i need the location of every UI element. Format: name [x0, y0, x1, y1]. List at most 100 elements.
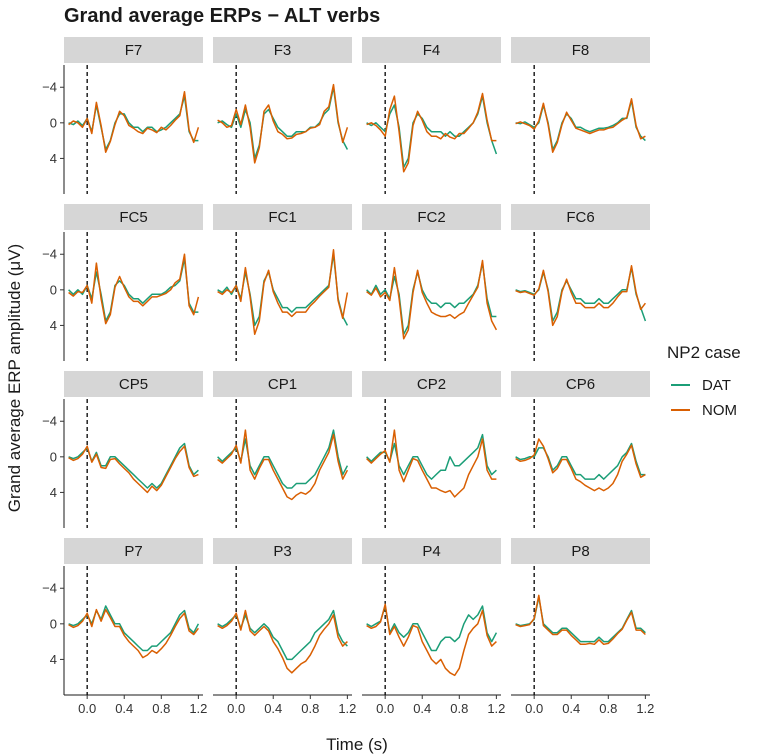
x-tick-label: 1.2: [338, 701, 356, 716]
series-line-nom: [68, 608, 199, 659]
x-tick-label: 0.0: [227, 701, 245, 716]
facet-strip: [213, 204, 352, 230]
y-tick-label: −4: [42, 247, 57, 262]
x-tick-label: 0.8: [450, 701, 468, 716]
panel-cp2: CP2: [362, 371, 501, 528]
y-tick-label: 0: [50, 282, 57, 297]
panel-p8: P8 0.0 0.4 0.8 1.2: [511, 538, 654, 716]
facet-strip: [511, 37, 650, 63]
facet-strip: [213, 37, 352, 63]
panel-fc2: FC2: [362, 204, 501, 361]
y-tick-label: 0: [50, 616, 57, 631]
facet-strip: [64, 371, 203, 397]
x-tick-label: 0.8: [599, 701, 617, 716]
facet-label: CP2: [417, 376, 446, 393]
facet-label: F4: [423, 42, 441, 59]
y-tick-label: 4: [50, 485, 57, 500]
series-line-nom: [217, 249, 349, 336]
y-tick-label: 4: [50, 318, 57, 333]
facet-strip: [362, 37, 501, 63]
legend-label-nom: NOM: [702, 402, 737, 419]
panel-fc1: FC1: [213, 204, 352, 361]
panel-fc5: FC5 −4 0 4: [42, 204, 203, 361]
facet-grid: F7 −4 0 4 F3 F4 F8 FC5 −4 0 4 FC1 FC2 FC6 CP5 −4 0 4 CP1 CP…: [42, 37, 654, 716]
chart-title: Grand average ERPs − ALT verbs: [64, 5, 380, 27]
series-line-nom: [366, 603, 497, 677]
facet-strip: [362, 371, 501, 397]
facet-strip: [362, 538, 501, 564]
facet-strip: [64, 37, 203, 63]
x-tick-label: 0.8: [301, 701, 319, 716]
facet-label: F8: [572, 42, 590, 59]
y-tick-label: −4: [42, 80, 57, 95]
y-tick-label: −4: [42, 414, 57, 429]
x-tick-label: 1.2: [189, 701, 207, 716]
panel-f4: F4: [362, 37, 501, 194]
x-tick-label: 1.2: [636, 701, 654, 716]
facet-label: FC2: [417, 209, 445, 226]
x-tick-label: 0.0: [376, 701, 394, 716]
facet-label: CP5: [119, 376, 148, 393]
series-line-nom: [515, 438, 646, 492]
panel-fc6: FC6: [511, 204, 650, 361]
panel-p3: P3 0.0 0.4 0.8 1.2: [213, 538, 356, 716]
series-line-nom: [515, 594, 646, 646]
legend-title: NP2 case: [667, 343, 741, 362]
facet-label: FC5: [119, 209, 147, 226]
x-tick-label: 0.4: [115, 701, 133, 716]
facet-label: P3: [273, 543, 291, 560]
x-axis-title: Time (s): [326, 735, 388, 754]
series-line-dat: [515, 596, 646, 643]
series-line-nom: [68, 445, 199, 494]
series-line-nom: [68, 253, 200, 325]
y-tick-label: 0: [50, 115, 57, 130]
x-tick-label: 0.4: [264, 701, 282, 716]
facet-label: CP6: [566, 376, 595, 393]
facet-strip: [213, 371, 352, 397]
y-tick-label: −4: [42, 581, 57, 596]
series-line-nom: [217, 609, 348, 674]
series-line-dat: [68, 605, 200, 652]
facet-label: P7: [124, 543, 142, 560]
x-tick-label: 0.8: [152, 701, 170, 716]
panel-p7: P7 −4 0 4 0.0 0.4 0.8 1.2: [42, 538, 207, 716]
facet-label: P4: [422, 543, 440, 560]
series-line-dat: [68, 257, 199, 322]
facet-strip: [64, 538, 203, 564]
panel-f8: F8: [511, 37, 650, 194]
panel-cp5: CP5 −4 0 4: [42, 371, 203, 528]
x-tick-label: 0.4: [413, 701, 431, 716]
facet-label: P8: [571, 543, 589, 560]
facet-strip: [511, 538, 650, 564]
facet-strip: [213, 538, 352, 564]
legend-label-dat: DAT: [702, 377, 731, 394]
series-line-dat: [366, 262, 497, 336]
y-tick-label: 4: [50, 151, 57, 166]
facet-label: F7: [125, 42, 143, 59]
series-line-nom: [366, 259, 498, 340]
x-tick-label: 1.2: [487, 701, 505, 716]
x-tick-label: 0.0: [78, 701, 96, 716]
facet-strip: [64, 204, 203, 230]
facet-label: FC1: [268, 209, 296, 226]
legend: NP2 case DAT NOM: [667, 343, 741, 419]
series-line-dat: [217, 86, 349, 160]
series-line-nom: [217, 83, 349, 164]
series-line-nom: [515, 98, 646, 153]
y-axis-title: Grand average ERP amplitude (μV): [5, 244, 24, 512]
x-tick-label: 0.4: [562, 701, 580, 716]
series-line-nom: [68, 90, 200, 153]
series-line-nom: [217, 429, 349, 501]
series-line-nom: [366, 429, 497, 498]
series-line-dat: [515, 99, 646, 151]
facet-strip: [511, 371, 650, 397]
panel-cp6: CP6: [511, 371, 650, 528]
panel-f3: F3: [213, 37, 352, 194]
facet-label: CP1: [268, 376, 297, 393]
facet-label: FC6: [566, 209, 594, 226]
series-line-dat: [515, 442, 646, 480]
facet-strip: [362, 204, 501, 230]
facet-strip: [511, 204, 650, 230]
y-tick-label: 4: [50, 652, 57, 667]
